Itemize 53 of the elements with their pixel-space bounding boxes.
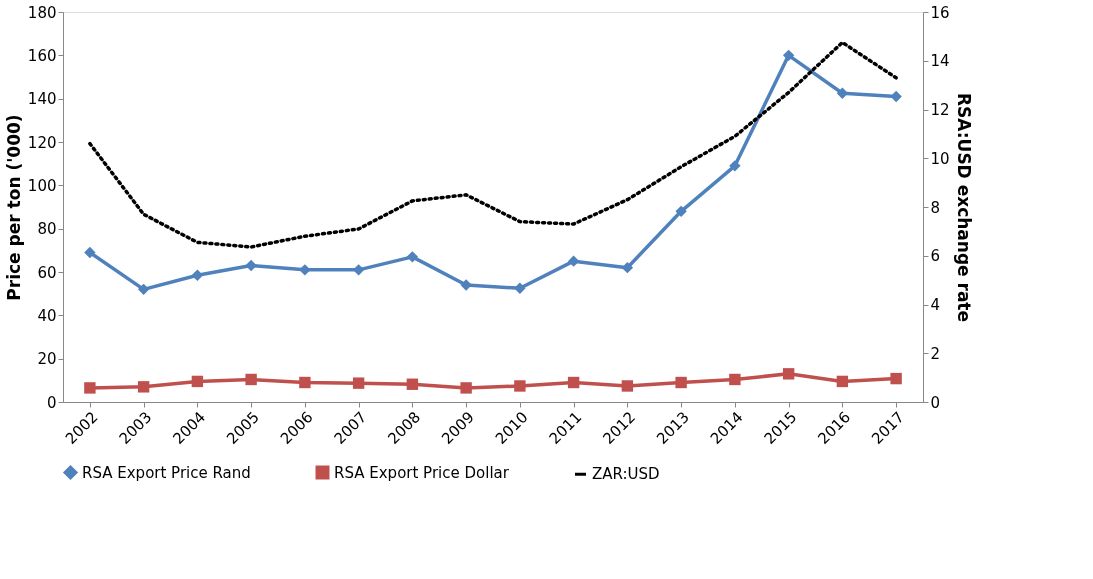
y-tick-label: 160 xyxy=(27,46,57,65)
y2-tick-label: 0 xyxy=(930,393,941,412)
point xyxy=(137,283,150,296)
point xyxy=(567,376,580,389)
y-axis-title: Price per ton ('000) xyxy=(3,114,24,301)
y2-tick-label: 4 xyxy=(930,296,941,314)
point xyxy=(514,380,526,392)
point xyxy=(299,376,311,389)
point xyxy=(406,378,419,390)
y-tick-label: 40 xyxy=(37,306,57,325)
point xyxy=(137,381,150,393)
y-tick-label: 0 xyxy=(46,393,57,412)
y2-tick-label: 10 xyxy=(930,149,950,168)
y-tick-label: 80 xyxy=(37,220,57,239)
point xyxy=(782,368,795,380)
point xyxy=(836,375,849,388)
point xyxy=(567,255,580,267)
legend-label: RSA Export Price Rand xyxy=(82,463,251,482)
y2-tick-label: 14 xyxy=(930,52,950,71)
point xyxy=(84,246,96,259)
y-tick-label: 140 xyxy=(27,90,57,109)
point xyxy=(406,251,419,263)
y-tick-label: 180 xyxy=(27,3,57,22)
point xyxy=(245,373,257,386)
point xyxy=(621,380,634,392)
point xyxy=(729,373,741,386)
point xyxy=(782,49,795,62)
point xyxy=(352,377,365,389)
point xyxy=(460,382,472,394)
point xyxy=(890,372,902,385)
point xyxy=(675,376,687,389)
legend-label: ZAR:USD xyxy=(592,465,660,484)
y-tick-label: 60 xyxy=(37,263,57,282)
point xyxy=(621,261,634,274)
legend-label: RSA Export Price Dollar xyxy=(334,463,510,482)
point xyxy=(84,382,96,394)
y2-tick-label: 12 xyxy=(930,101,950,119)
y2-tick-label: 16 xyxy=(930,3,950,22)
point xyxy=(460,279,472,291)
point xyxy=(729,160,741,172)
point xyxy=(514,282,526,294)
point xyxy=(675,205,687,218)
point xyxy=(191,269,204,281)
y2-axis-title: RSA:USD exchange rate xyxy=(953,92,974,323)
y2-tick-label: 2 xyxy=(930,344,941,363)
y-tick-label: 20 xyxy=(37,350,57,369)
point xyxy=(191,375,204,388)
y-tick-label: 100 xyxy=(27,176,57,195)
y2-tick-label: 8 xyxy=(930,198,941,217)
point xyxy=(245,259,257,272)
line-series xyxy=(88,40,898,249)
y2-tick-label: 6 xyxy=(930,247,941,266)
y-tick-label: 120 xyxy=(27,133,57,152)
